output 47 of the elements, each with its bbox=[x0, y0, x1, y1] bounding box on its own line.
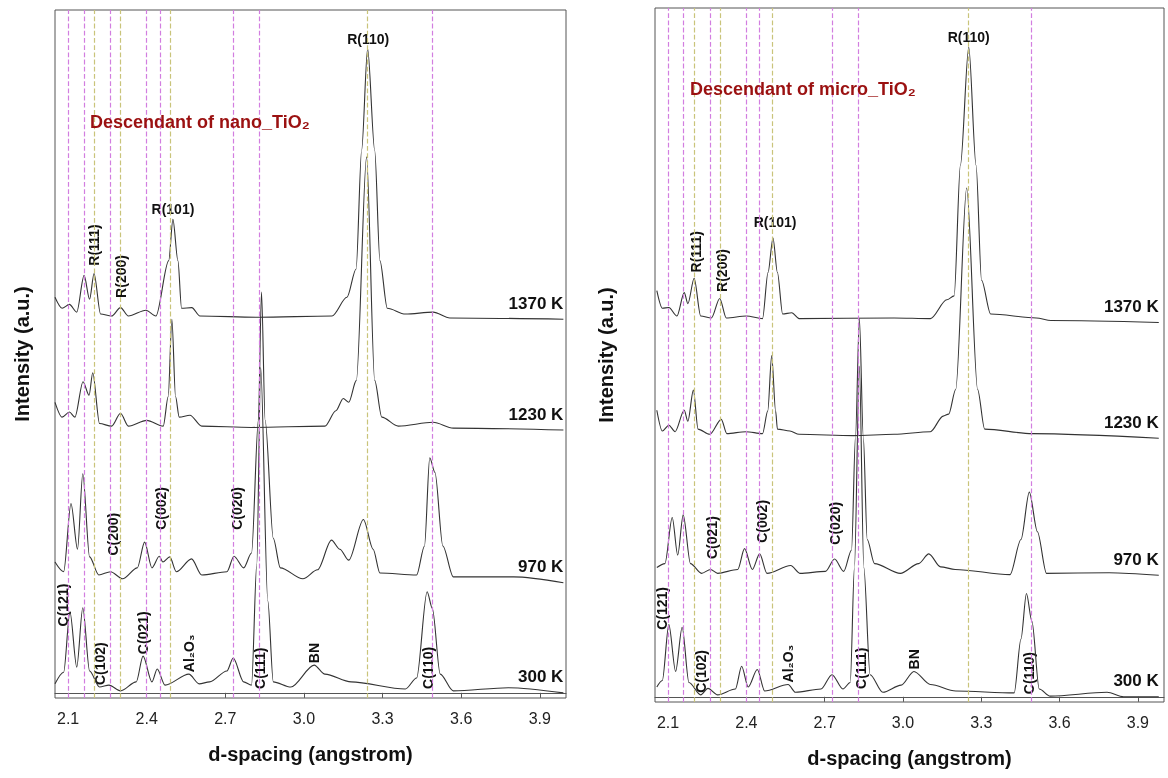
annotation: C(110) bbox=[1021, 652, 1038, 695]
series-label: 1230 K bbox=[508, 404, 565, 424]
annotation: C(002) bbox=[153, 487, 170, 530]
annotation: C(021) bbox=[703, 516, 720, 559]
series-label: 970 K bbox=[1113, 549, 1160, 569]
x-axis-title: d-spacing (angstrom) bbox=[807, 747, 1012, 769]
x-tick-label: 2.7 bbox=[214, 709, 237, 727]
annotation: R(111) bbox=[86, 224, 103, 266]
x-tick-label: 3.9 bbox=[528, 709, 552, 727]
x-tick-label: 3.3 bbox=[970, 713, 993, 731]
annotation: R(101) bbox=[753, 214, 797, 231]
annotation: R(110) bbox=[347, 30, 390, 47]
annotation: BN bbox=[306, 642, 323, 664]
x-tick-label: 3.9 bbox=[1126, 713, 1150, 731]
annotation: R(110) bbox=[947, 28, 990, 45]
x-tick-label: 2.4 bbox=[735, 713, 758, 731]
x-tick-label: 3.6 bbox=[1048, 713, 1071, 731]
x-tick-label: 2.1 bbox=[56, 709, 80, 727]
text: Descendant of nano_TiO₂ bbox=[90, 112, 310, 132]
series-label: 970 K bbox=[518, 557, 565, 577]
annotation: R(200) bbox=[713, 249, 730, 292]
annotation: Al₂O₃ bbox=[780, 644, 797, 683]
series-label: 300 K bbox=[518, 667, 565, 687]
series-label: 1370 K bbox=[1103, 297, 1160, 317]
annotation: R(111) bbox=[688, 231, 705, 273]
x-tick-label: 3.6 bbox=[450, 709, 473, 727]
annotation: C(102) bbox=[692, 650, 709, 693]
series-label: 1230 K bbox=[1103, 412, 1160, 432]
annotation: C(121) bbox=[54, 583, 71, 627]
series-label: 1370 K bbox=[508, 293, 565, 313]
text: Descendant of micro_TiO₂ bbox=[690, 79, 916, 99]
y-axis-title: Intensity (a.u.) bbox=[11, 286, 33, 422]
x-tick-label: 3.0 bbox=[891, 713, 915, 731]
y-axis-title: Intensity (a.u.) bbox=[595, 287, 617, 423]
x-tick-label: 3.0 bbox=[292, 709, 316, 727]
annotation: C(102) bbox=[91, 642, 108, 686]
series-label: 300 K bbox=[1113, 671, 1160, 691]
annotation: Al₂O₃ bbox=[180, 634, 197, 673]
annotation: C(111) bbox=[252, 647, 269, 689]
x-tick-label: 2.7 bbox=[813, 713, 836, 731]
x-tick-label: 3.3 bbox=[371, 709, 394, 727]
annotation: BN bbox=[905, 649, 922, 670]
x-tick-label: 2.4 bbox=[135, 709, 158, 727]
x-tick-label: 2.1 bbox=[656, 713, 680, 731]
annotation: C(110) bbox=[419, 646, 436, 689]
x-axis-title: d-spacing (angstrom) bbox=[208, 743, 413, 765]
annotation: C(121) bbox=[654, 587, 671, 630]
